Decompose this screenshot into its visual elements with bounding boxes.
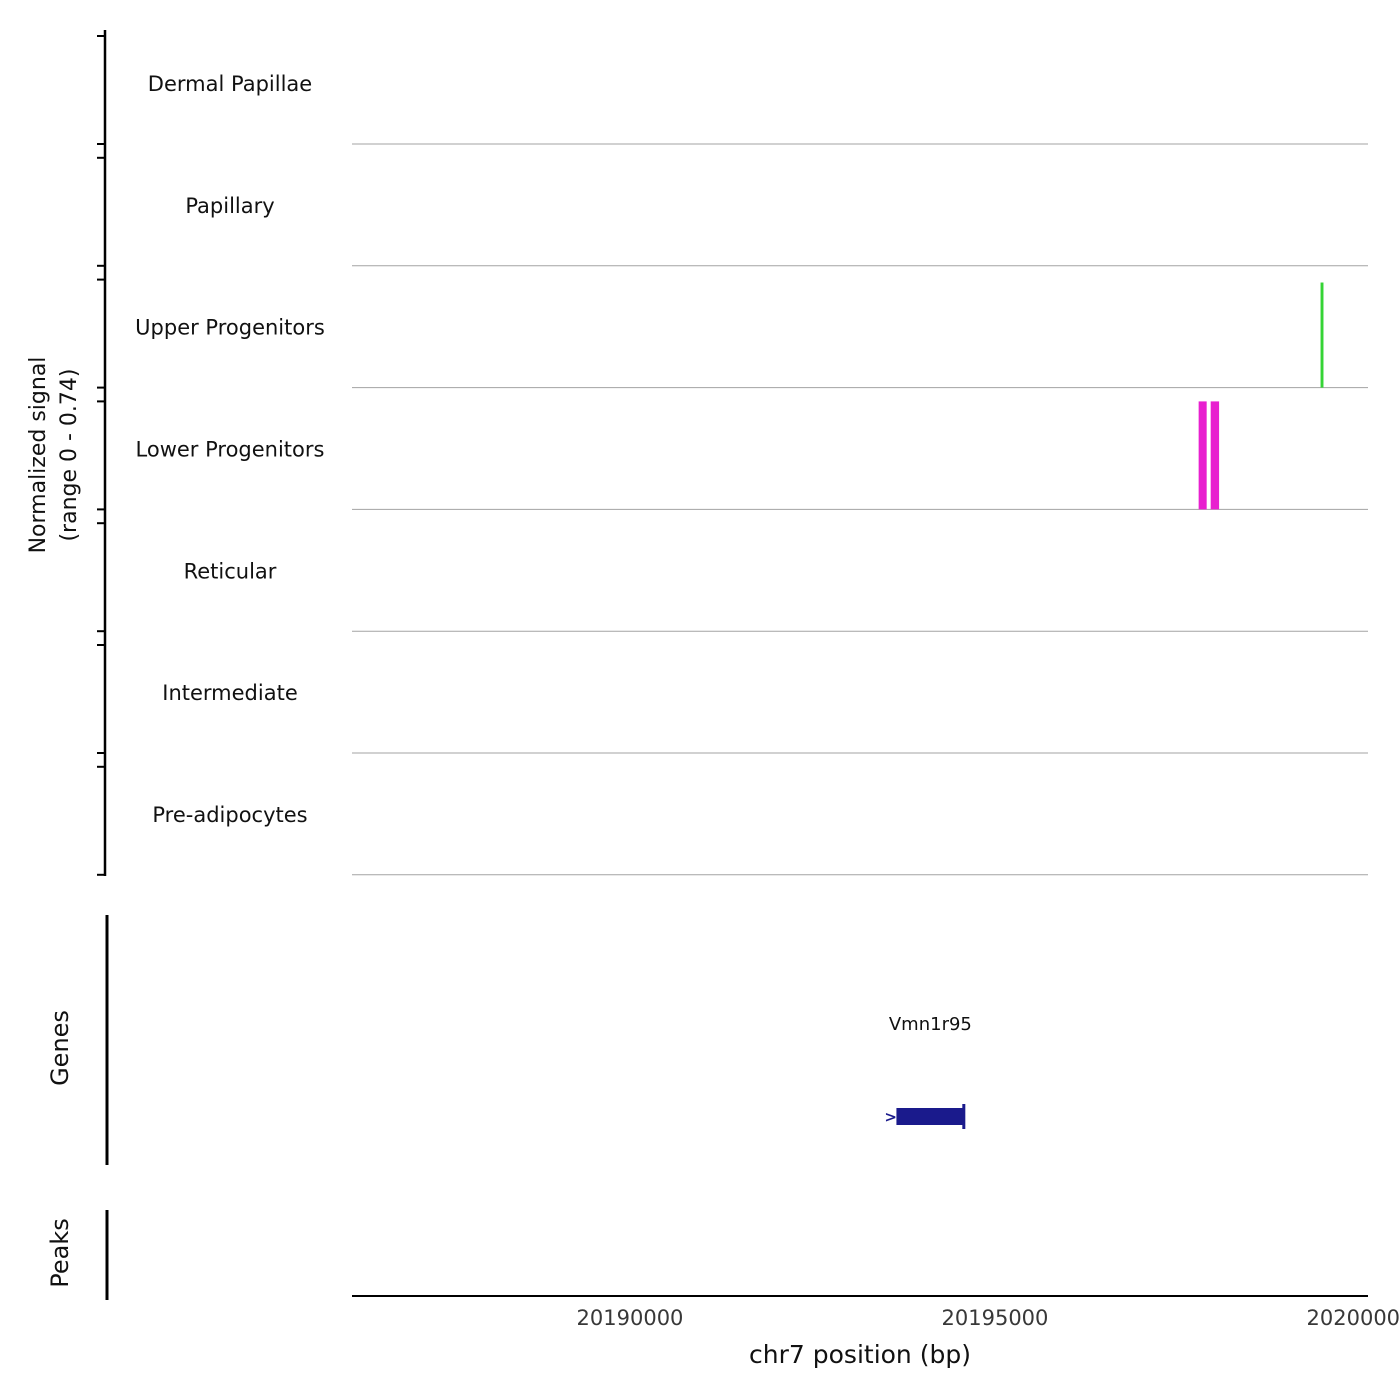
x-axis-title: chr7 position (bp) (749, 1340, 971, 1369)
track-label: Lower Progenitors (136, 438, 325, 462)
signal-peak (1320, 282, 1324, 388)
signal-peak (1210, 401, 1220, 510)
x-tick-label: 20195000 (942, 1306, 1049, 1330)
x-tick-label: 20200000 (1307, 1306, 1400, 1330)
track-label: Upper Progenitors (135, 316, 325, 340)
track-label: Pre-adipocytes (152, 803, 307, 827)
peaks-section-label: Peaks (46, 1218, 74, 1288)
signal-peak (1198, 401, 1207, 510)
x-tick-label: 20190000 (577, 1306, 684, 1330)
gene-body (896, 1108, 965, 1125)
gene-strand-arrow: > (884, 1108, 897, 1126)
track-label: Intermediate (162, 681, 298, 705)
track-label: Reticular (184, 559, 277, 583)
genes-section-label: Genes (46, 1010, 74, 1086)
gene-end-cap (962, 1104, 966, 1129)
y-axis-label: Normalized signal (range 0 - 0.74) (24, 357, 86, 554)
y-axis-label-line1: Normalized signal (26, 356, 52, 554)
track-label: Papillary (185, 194, 274, 218)
y-axis-label-line2: (range 0 - 0.74) (57, 368, 82, 542)
track-label: Dermal Papillae (148, 72, 312, 96)
gene-name: Vmn1r95 (889, 1014, 972, 1035)
